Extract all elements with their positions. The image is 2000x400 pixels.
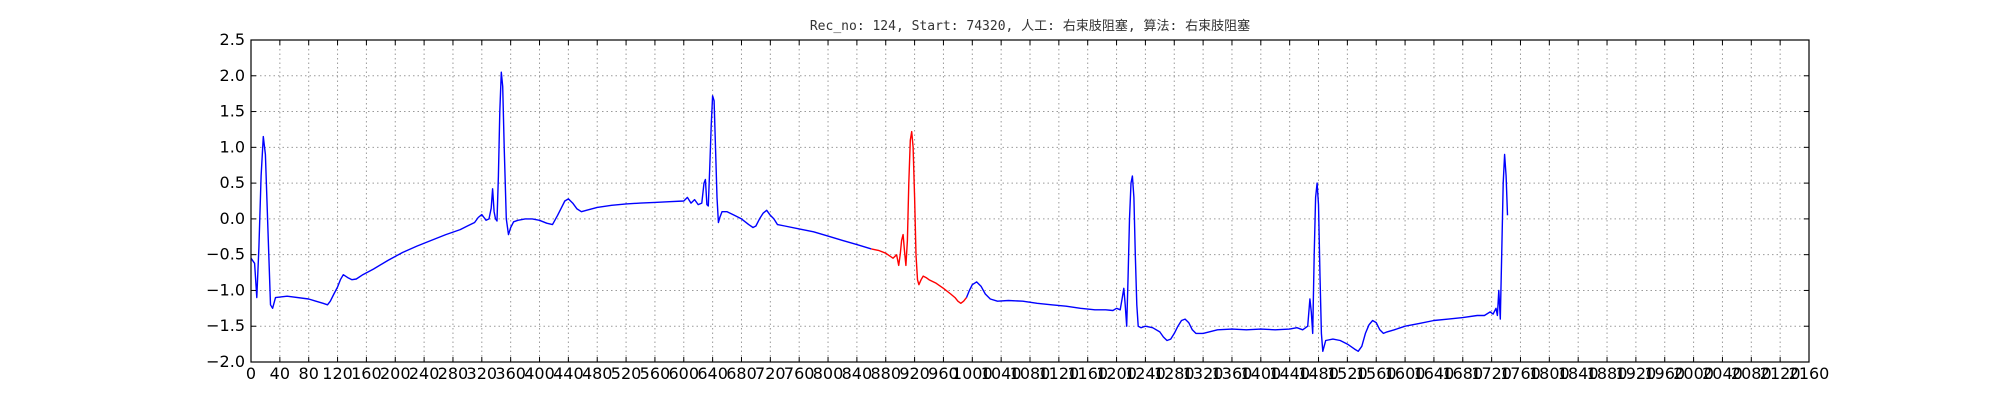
- x-tick-label: 2160: [1789, 364, 1830, 383]
- plot-frame: [250, 39, 1810, 363]
- x-tick-label: 1400: [1240, 364, 1281, 383]
- x-tick-label: 1440: [1269, 364, 1310, 383]
- x-tick-label: 40: [270, 364, 290, 383]
- x-tick-label: 920: [899, 364, 930, 383]
- y-axis-ticks: −2.0 −1.5 −1.0 −0.5 0.0 0.5 1.0 1.5 2.0 2.5: [206, 30, 1809, 371]
- x-tick-label: 1800: [1529, 364, 1570, 383]
- y-tick-label: −0.5: [206, 245, 245, 264]
- ecg-series-line-1: [250, 71, 872, 309]
- y-tick-label: 0.5: [220, 173, 245, 192]
- y-tick-label: −1.5: [206, 316, 245, 335]
- x-tick-label: 280: [438, 364, 469, 383]
- y-tick-label: 0.0: [220, 209, 245, 228]
- y-tick-label: −2.0: [206, 352, 245, 371]
- x-tick-label: 1320: [1183, 364, 1224, 383]
- y-tick-label: 1.5: [220, 102, 245, 121]
- x-tick-label: 2000: [1673, 364, 1714, 383]
- x-tick-label: 0: [246, 364, 256, 383]
- x-axis-ticks: 0 40 80 12016020024028032036040044048052056…: [246, 40, 1829, 383]
- x-tick-label: 1360: [1212, 364, 1253, 383]
- x-tick-label: 880: [870, 364, 901, 383]
- x-tick-label: 1160: [1067, 364, 1108, 383]
- x-tick-label: 1120: [1038, 364, 1079, 383]
- ecg-series-line-2: [871, 130, 968, 304]
- x-tick-label: 1760: [1500, 364, 1541, 383]
- x-tick-label: 80: [299, 364, 319, 383]
- y-tick-label: 2.5: [220, 30, 245, 49]
- x-tick-label: 1280: [1154, 364, 1195, 383]
- grid-lines: [250, 39, 1810, 363]
- x-tick-label: 360: [495, 364, 526, 383]
- x-tick-label: 520: [611, 364, 642, 383]
- chart-title: Rec_no: 124, Start: 74320, 人工: 右束肢阻塞, 算法…: [810, 18, 1250, 34]
- x-tick-label: 560: [640, 364, 671, 383]
- x-tick-label: 160: [351, 364, 382, 383]
- x-tick-label: 1040: [981, 364, 1022, 383]
- x-tick-label: 240: [409, 364, 440, 383]
- x-tick-label: 1880: [1587, 364, 1628, 383]
- x-tick-label: 1840: [1558, 364, 1599, 383]
- x-tick-label: 320: [467, 364, 498, 383]
- y-tick-label: 1.0: [220, 137, 245, 156]
- x-tick-label: 1520: [1327, 364, 1368, 383]
- x-tick-label: 2120: [1760, 364, 1801, 383]
- x-tick-label: 1080: [1010, 364, 1051, 383]
- x-tick-label: 1000: [952, 364, 993, 383]
- y-tick-label: −1.0: [206, 280, 245, 299]
- x-tick-label: 200: [380, 364, 411, 383]
- x-tick-label: 800: [813, 364, 844, 383]
- x-tick-label: 760: [784, 364, 815, 383]
- x-tick-label: 120: [322, 364, 353, 383]
- x-tick-label: 1600: [1385, 364, 1426, 383]
- x-tick-label: 600: [669, 364, 700, 383]
- x-tick-label: 480: [582, 364, 613, 383]
- x-tick-label: 680: [726, 364, 757, 383]
- ecg-series-line-3: [965, 153, 1509, 352]
- data-series: [250, 71, 1509, 352]
- x-tick-label: 1480: [1298, 364, 1339, 383]
- x-tick-label: 840: [842, 364, 873, 383]
- x-tick-label: 1960: [1644, 364, 1685, 383]
- x-tick-label: 1240: [1125, 364, 1166, 383]
- x-tick-label: 1640: [1414, 364, 1455, 383]
- x-tick-label: 1920: [1616, 364, 1657, 383]
- x-tick-label: 400: [524, 364, 555, 383]
- x-tick-label: 720: [755, 364, 786, 383]
- x-tick-label: 1680: [1442, 364, 1483, 383]
- x-tick-label: 1720: [1471, 364, 1512, 383]
- y-tick-label: 2.0: [220, 66, 245, 85]
- x-tick-label: 2040: [1702, 364, 1743, 383]
- x-tick-label: 2080: [1731, 364, 1772, 383]
- x-tick-label: 640: [697, 364, 728, 383]
- x-tick-label: 960: [928, 364, 959, 383]
- x-tick-label: 440: [553, 364, 584, 383]
- x-tick-label: 1200: [1096, 364, 1137, 383]
- x-tick-label: 1560: [1356, 364, 1397, 383]
